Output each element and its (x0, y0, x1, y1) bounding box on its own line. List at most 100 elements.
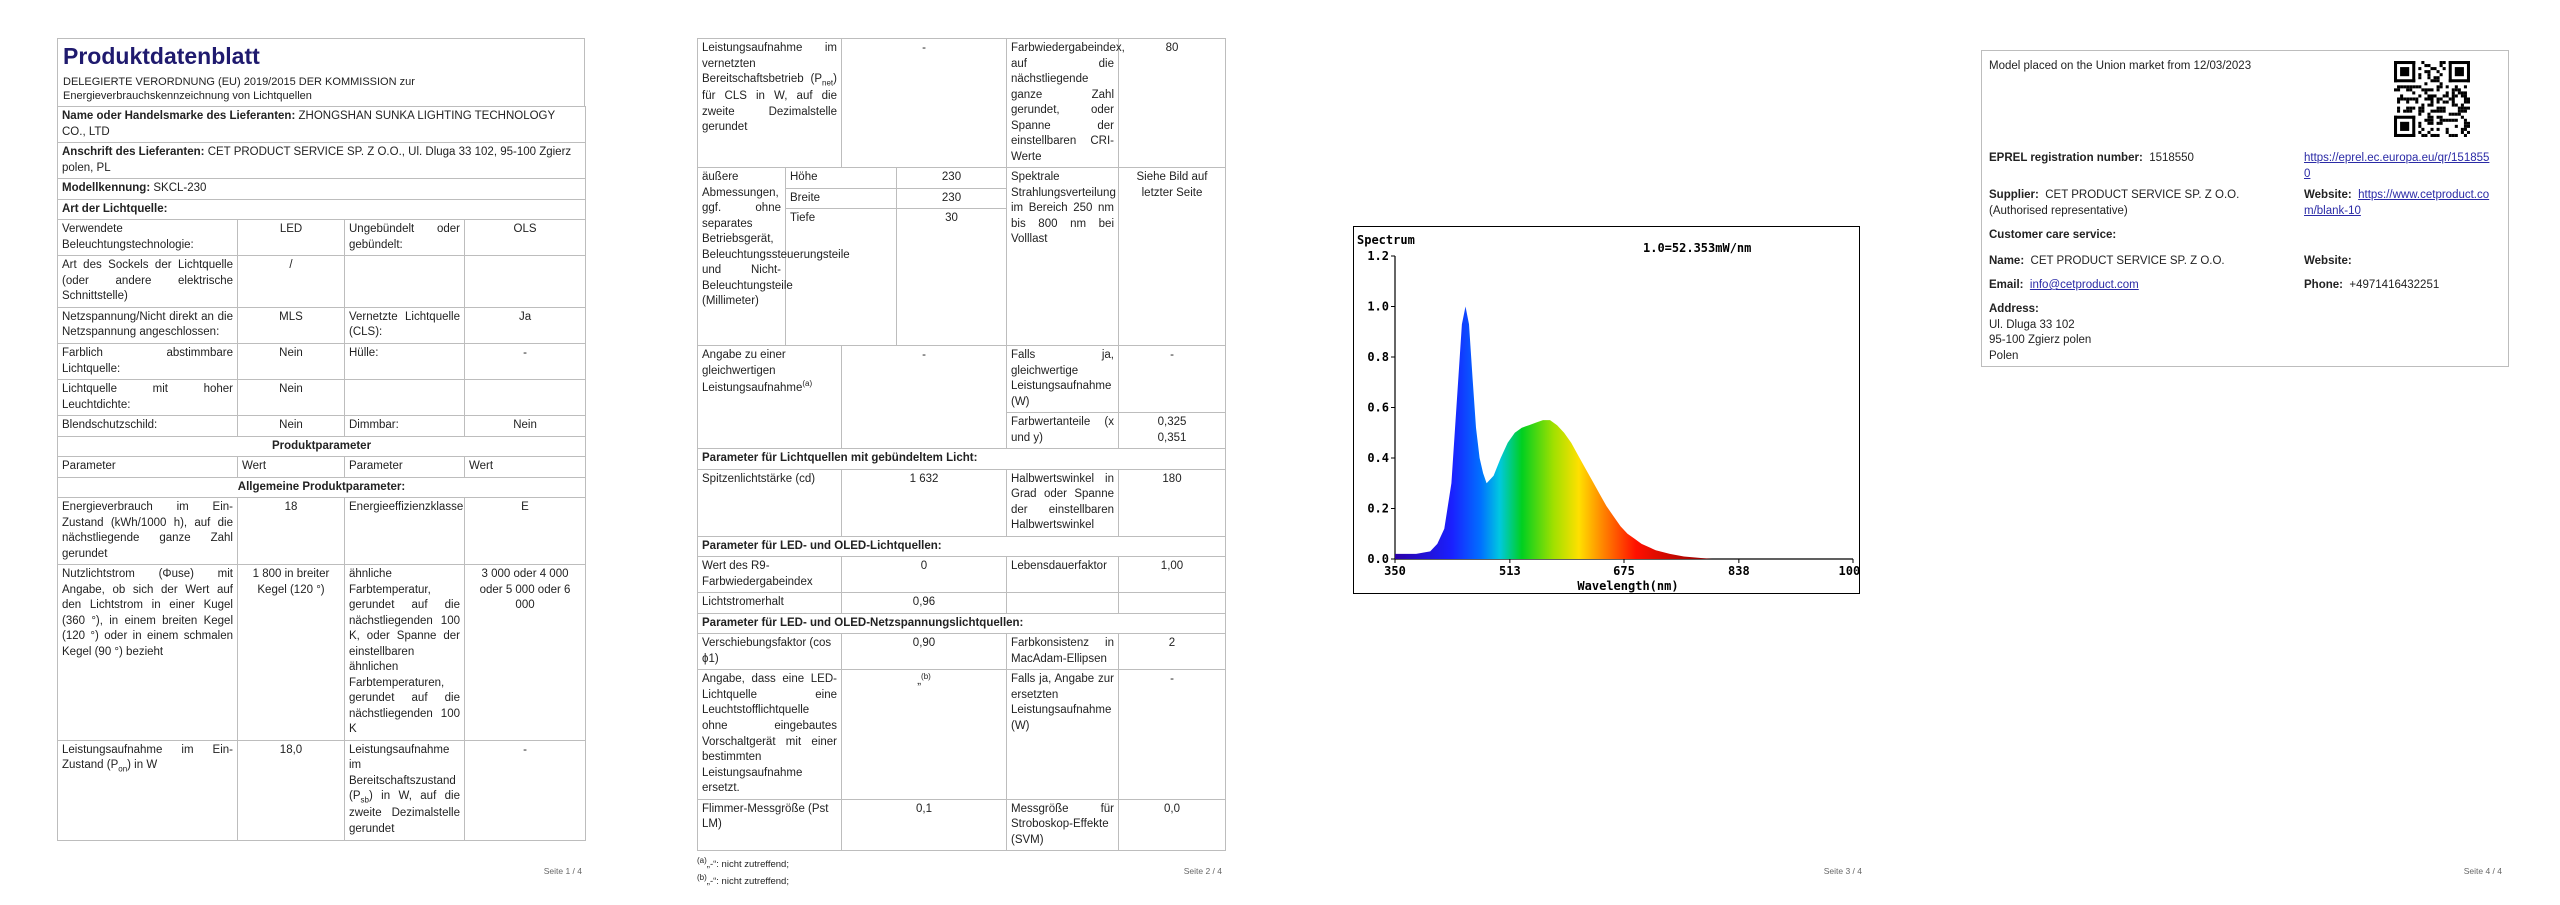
qr-module (2430, 100, 2434, 104)
qr-module (2448, 112, 2452, 116)
cell-label: Art des Sockels der Lichtquelle (oder an… (57, 255, 238, 308)
qr-module (2439, 106, 2443, 110)
qr-module (2415, 97, 2419, 101)
qr-module (2430, 97, 2434, 101)
plot-area: 0.0 0.2 0.4 0.6 0.8 1.0 1.2 350 513 675 838 1000 (1353, 226, 1860, 594)
page-title: Produktdatenblatt (63, 43, 260, 69)
table-row: Wert des R9-Farbwiedergabeindex 0 Lebens… (697, 556, 1226, 594)
qr-module (2403, 85, 2407, 89)
qr-module (2397, 100, 2401, 104)
subscript: net (822, 78, 834, 88)
x-tick-label: 675 (1613, 564, 1635, 578)
eprel-link[interactable]: https://eprel.ec.europa.eu/qr/1518550 (2304, 152, 2490, 180)
cell-value: Nein (237, 415, 345, 437)
qr-module (2442, 109, 2446, 113)
subscript: sb (360, 795, 369, 805)
qr-module (2418, 130, 2422, 134)
cell-value: Nein (237, 342, 345, 381)
qr-module (2460, 130, 2464, 134)
qr-module (2427, 121, 2431, 125)
x-tick-label: 513 (1499, 564, 1521, 578)
qr-module (2427, 115, 2431, 119)
name-value: CET PRODUCT SERVICE SP. Z O.O. (2030, 255, 2225, 267)
qr-module (2445, 94, 2449, 98)
qr-module (2424, 82, 2428, 86)
cell-value: OLS (463, 219, 587, 257)
qr-module (2424, 97, 2428, 101)
qr-module (2424, 70, 2428, 74)
text: „-“: nicht zutreffend; (706, 876, 789, 888)
qr-module (2451, 97, 2455, 101)
general-heading: Allgemeine Produktparameter: (56, 476, 587, 499)
care-phone-row: Phone: +4971416432251 (2304, 278, 2439, 294)
cell-label: Falls ja, gleichwertige Leistungsaufnahm… (1006, 345, 1119, 414)
qr-module (2463, 121, 2467, 125)
chart-title: Spectrum (1357, 233, 1415, 247)
qr-module (2421, 133, 2425, 137)
supplier-name-row: Name oder Handelsmarke des Lieferanten: … (56, 106, 587, 144)
qr-module (2397, 88, 2401, 92)
qr-module (2406, 97, 2410, 101)
qr-module (2412, 91, 2416, 95)
model-value: SKCL-230 (153, 182, 207, 195)
cell-label: Vernetzte Lichtquelle (CLS): (344, 306, 465, 344)
chart-annotation: 1.0=52.353mW/nm (1643, 241, 1751, 255)
cell-empty (463, 255, 587, 308)
eprel-label: EPREL registration number: (1989, 152, 2143, 164)
text: ) in W, auf die zweite Dezimalstelle ger… (349, 790, 460, 835)
cell-value: Nein (463, 415, 587, 437)
cell-value: 18 (237, 497, 345, 566)
qr-module (2418, 85, 2422, 89)
supplier-address-label: Anschrift des Lieferanten: (62, 146, 205, 159)
cell-label: Lichtquelle mit hoher Leuchtdichte: (57, 379, 238, 417)
qr-module (2421, 103, 2425, 107)
qr-module (2430, 133, 2434, 137)
cell-value: Nein (237, 379, 345, 417)
care-name-row: Name: CET PRODUCT SERVICE SP. Z O.O. (1989, 254, 2225, 270)
qr-module (2436, 88, 2440, 92)
address-label: Address: (1989, 303, 2039, 315)
model-row: Modellkennung: SKCL-230 (56, 178, 587, 200)
qr-module (2448, 133, 2452, 137)
cell-label: Blendschutzschild: (57, 415, 238, 437)
table-row: Nutzlichtstrom (Φuse) mit Angabe, ob sic… (57, 564, 587, 741)
qr-module (2463, 94, 2467, 98)
page-number: Seite 1 / 4 (543, 865, 582, 876)
qr-module (2439, 82, 2443, 86)
cell-label: Wert des R9-Farbwiedergabeindex (697, 556, 842, 594)
email-link[interactable]: info@cetproduct.com (2029, 279, 2139, 291)
cell-label: Hülle: (344, 342, 465, 381)
supplier-name-label: Name oder Handelsmarke des Lieferanten: (62, 110, 296, 123)
params-heading: Produktparameter (56, 435, 587, 458)
qr-module (2430, 127, 2434, 131)
table-row: Leistungsaufnahme im Ein-Zustand (Pon) i… (57, 739, 587, 841)
qr-module (2430, 88, 2434, 92)
depth-label: Tiefe (785, 208, 897, 347)
qr-module (2439, 85, 2443, 89)
led-heading-row: Parameter für LED- und OLED-Lichtquellen… (697, 535, 1226, 558)
cell-value: - (1118, 669, 1226, 800)
qr-module (2460, 103, 2464, 107)
qr-module (2427, 130, 2431, 134)
column-header-value: Wert (237, 456, 345, 478)
address-line: Polen (1989, 349, 2019, 362)
qr-module (2409, 106, 2413, 110)
qr-module (2421, 109, 2425, 113)
care-address: Address: Ul. Dluga 33 102 95-100 Zgierz … (1989, 302, 2091, 364)
website-link[interactable]: https://www.cetproduct.com/blank-10 (2304, 189, 2490, 217)
text: ) in W (127, 759, 158, 772)
qr-module (2439, 61, 2443, 65)
qr-module (2445, 127, 2449, 131)
qr-module (2448, 61, 2470, 65)
cell-value: - (841, 37, 1007, 169)
cell-label: Lebensdauerfaktor (1006, 556, 1119, 594)
qr-module (2445, 91, 2449, 95)
directional-heading-row: Parameter für Lichtquellen mit gebündelt… (697, 448, 1226, 470)
qr-module (2460, 91, 2464, 95)
height-label: Höhe (785, 167, 897, 189)
page-2: Leistungsaufnahme im vernetzten Bereitsc… (640, 0, 1280, 905)
qr-module (2430, 121, 2434, 125)
qr-module (2412, 97, 2416, 101)
qr-module (2427, 88, 2431, 92)
y-tick-label: 0.0 (1367, 552, 1389, 566)
